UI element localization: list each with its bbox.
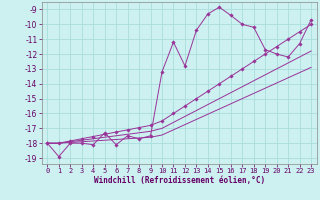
- X-axis label: Windchill (Refroidissement éolien,°C): Windchill (Refroidissement éolien,°C): [94, 176, 265, 185]
